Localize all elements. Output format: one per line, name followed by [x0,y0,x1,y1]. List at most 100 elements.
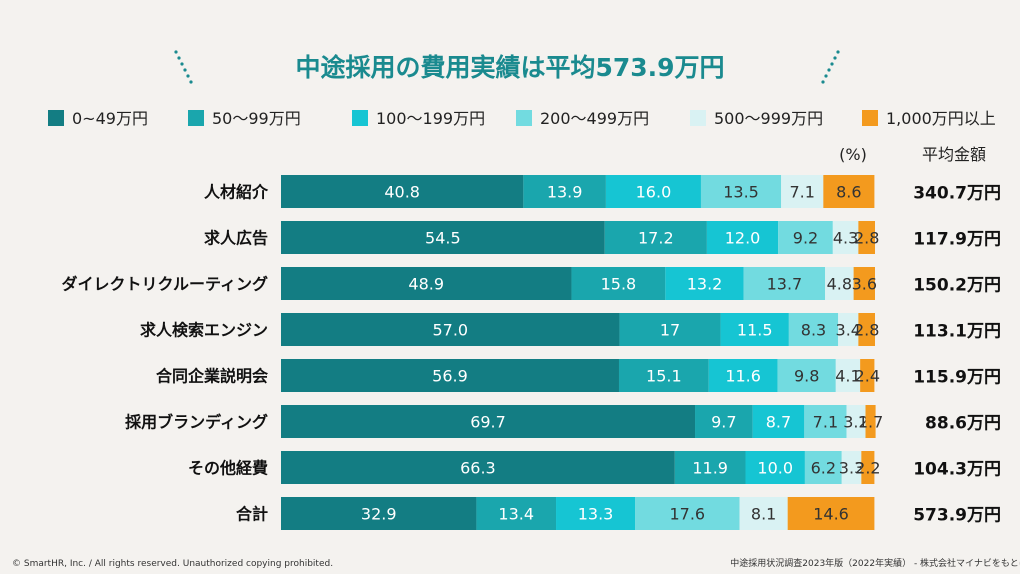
bar-segment [674,451,746,484]
data-label: 15.8 [601,275,637,294]
legend-swatch [352,110,368,126]
average-header: 平均金額 [922,145,986,164]
bar-segment [665,267,744,300]
category-label: 求人広告 [204,229,268,248]
data-label: 11.5 [737,321,773,340]
data-label: 13.9 [547,183,583,202]
data-label: 1.7 [858,413,883,432]
data-label: 48.9 [408,275,444,294]
bar-segment [700,175,782,208]
bar-segment [841,451,862,484]
data-label: 12.0 [725,229,761,248]
bar-segment [281,405,696,438]
legend-swatch [188,110,204,126]
average-value: 340.7万円 [913,184,1001,204]
data-label: 13.2 [687,275,723,294]
average-value: 88.6万円 [925,414,1001,434]
data-label: 4.3 [833,229,858,248]
category-label: 人材紹介 [204,183,269,202]
data-label: 16.0 [636,183,672,202]
title-decoration-left [174,50,193,84]
data-label: 15.1 [646,367,682,386]
data-label: 8.3 [801,321,826,340]
bar-segment [618,359,709,392]
legend-swatch [48,110,64,126]
bar-segment [743,267,826,300]
data-label: 2.2 [855,459,880,478]
bar-segment [860,359,875,392]
average-value: 115.9万円 [913,368,1001,388]
bar-segment [281,497,477,530]
bar-segment [846,405,866,438]
bar-segment [853,267,875,300]
legend-label: 500～999万円 [714,109,823,128]
data-label: 9.7 [711,413,736,432]
category-label: 採用ブランディング [125,413,268,432]
source-text: 中途採用状況調査2023年版（2022年実績） - 株式会社マイナビをもとに作成 [730,557,1020,569]
data-label: 7.1 [813,413,838,432]
data-label: 11.9 [692,459,728,478]
data-label: 3.6 [852,275,877,294]
legend-label: 0~49万円 [72,109,148,128]
bar-segment [777,359,836,392]
bar-segment [281,175,524,208]
chart-title: 中途採用の費用実績は平均573.9万円 [295,53,724,82]
bar-segment [861,451,875,484]
bar-segment [865,405,876,438]
data-label: 3.2 [843,413,868,432]
bar-segment [832,221,859,254]
bar-segment [739,497,788,530]
category-label: 求人検索エンジン [140,321,268,340]
average-value: 104.3万円 [913,460,1001,480]
bar-segment [604,221,707,254]
data-label: 69.7 [470,413,506,432]
data-label: 8.7 [766,413,791,432]
data-label: 56.9 [432,367,468,386]
bar-segment [523,175,606,208]
data-label: 17.2 [638,229,674,248]
data-label: 54.5 [425,229,461,248]
legend-label: 1,000万円以上 [886,109,996,128]
bar-segment [706,221,779,254]
bar-segment [281,359,619,392]
bar-segment [635,497,740,530]
data-label: 2.8 [854,229,879,248]
legend-swatch [862,110,878,126]
data-label: 11.6 [725,367,761,386]
bar-segment [695,405,753,438]
bar-segment [281,451,675,484]
legend-label: 100～199万円 [376,109,485,128]
unit-label: (%) [839,145,867,164]
data-label: 13.5 [723,183,759,202]
bar-segment [281,267,572,300]
data-label: 13.3 [578,505,614,524]
copyright-text: © SmartHR, Inc. / All rights reserved. U… [12,559,333,569]
bar-segment [476,497,557,530]
data-label: 32.9 [361,505,397,524]
data-label: 4.8 [827,275,852,294]
data-label: 17.6 [669,505,705,524]
legend-label: 50～99万円 [212,109,301,128]
legend-swatch [690,110,706,126]
category-label: ダイレクトリクルーティング [61,275,268,294]
bar-segment [281,221,605,254]
bar-segment [858,313,875,346]
bar-segment [752,405,805,438]
data-label: 7.1 [790,183,815,202]
bar-segment [281,313,620,346]
category-label: 合同企業説明会 [156,367,268,386]
bar-segment [605,175,701,208]
bar-segment [787,497,875,530]
bar-segment [804,405,847,438]
bar-segment [708,359,778,392]
data-label: 40.8 [384,183,420,202]
data-label: 13.7 [767,275,803,294]
bar-segment [781,175,824,208]
bar-segment [825,267,854,300]
average-value: 117.9万円 [913,230,1001,250]
data-label: 8.1 [751,505,776,524]
data-label: 17 [660,321,680,340]
bar-segment [788,313,839,346]
